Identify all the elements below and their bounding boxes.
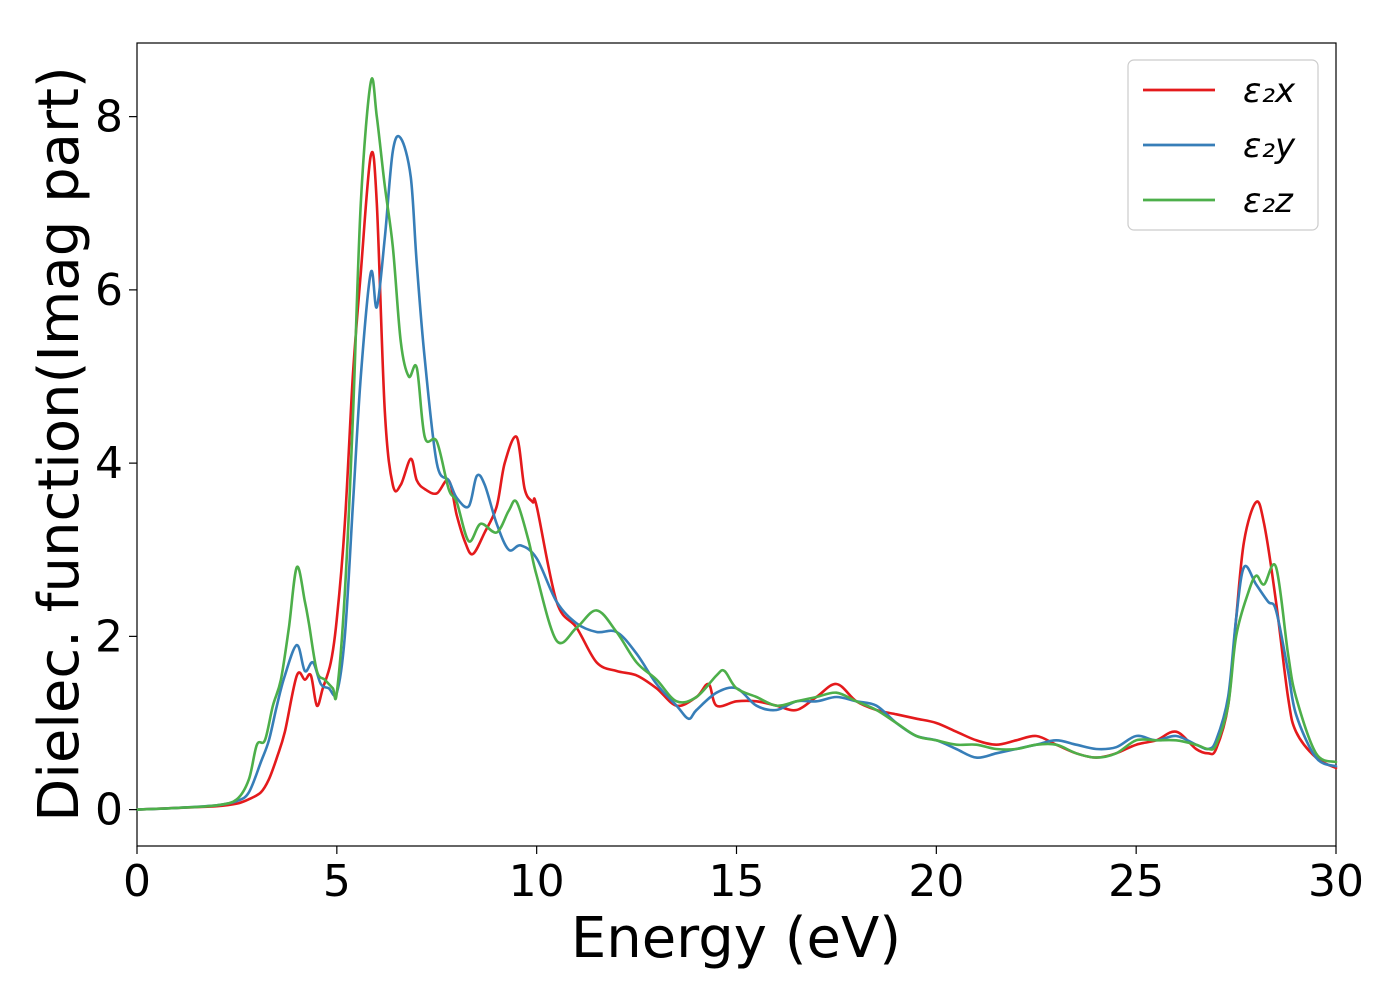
x-tick-label: 15 (709, 856, 765, 907)
legend: ε₂x ε₂y ε₂z (1127, 59, 1319, 231)
y-tick-label: 0 (95, 785, 123, 836)
legend-box (1127, 59, 1319, 231)
x-tick-label: 0 (123, 856, 151, 907)
y-tick-label: 6 (95, 265, 123, 316)
y-tick-label: 8 (95, 92, 123, 143)
x-tick-label: 10 (509, 856, 565, 907)
series-line-3 (135, 77, 1338, 811)
x-tick-label: 20 (908, 856, 964, 907)
y-tick-label: 2 (95, 611, 123, 662)
series-layer (135, 77, 1338, 811)
legend-label: ε₂z (1243, 181, 1294, 221)
x-tick-label: 30 (1308, 856, 1364, 907)
x-tick-label: 5 (323, 856, 351, 907)
legend-label: ε₂x (1243, 71, 1296, 111)
y-axis-ticks: 0 2 4 6 8 (95, 92, 137, 836)
x-axis-title: Energy (eV) (571, 906, 901, 971)
legend-label: ε₂y (1243, 126, 1296, 166)
y-axis-title: Dielec. function(Imag part) (27, 66, 92, 822)
x-axis-ticks: 0 5 10 15 20 25 30 (123, 846, 1364, 907)
y-tick-label: 4 (95, 438, 123, 489)
x-tick-label: 25 (1108, 856, 1164, 907)
